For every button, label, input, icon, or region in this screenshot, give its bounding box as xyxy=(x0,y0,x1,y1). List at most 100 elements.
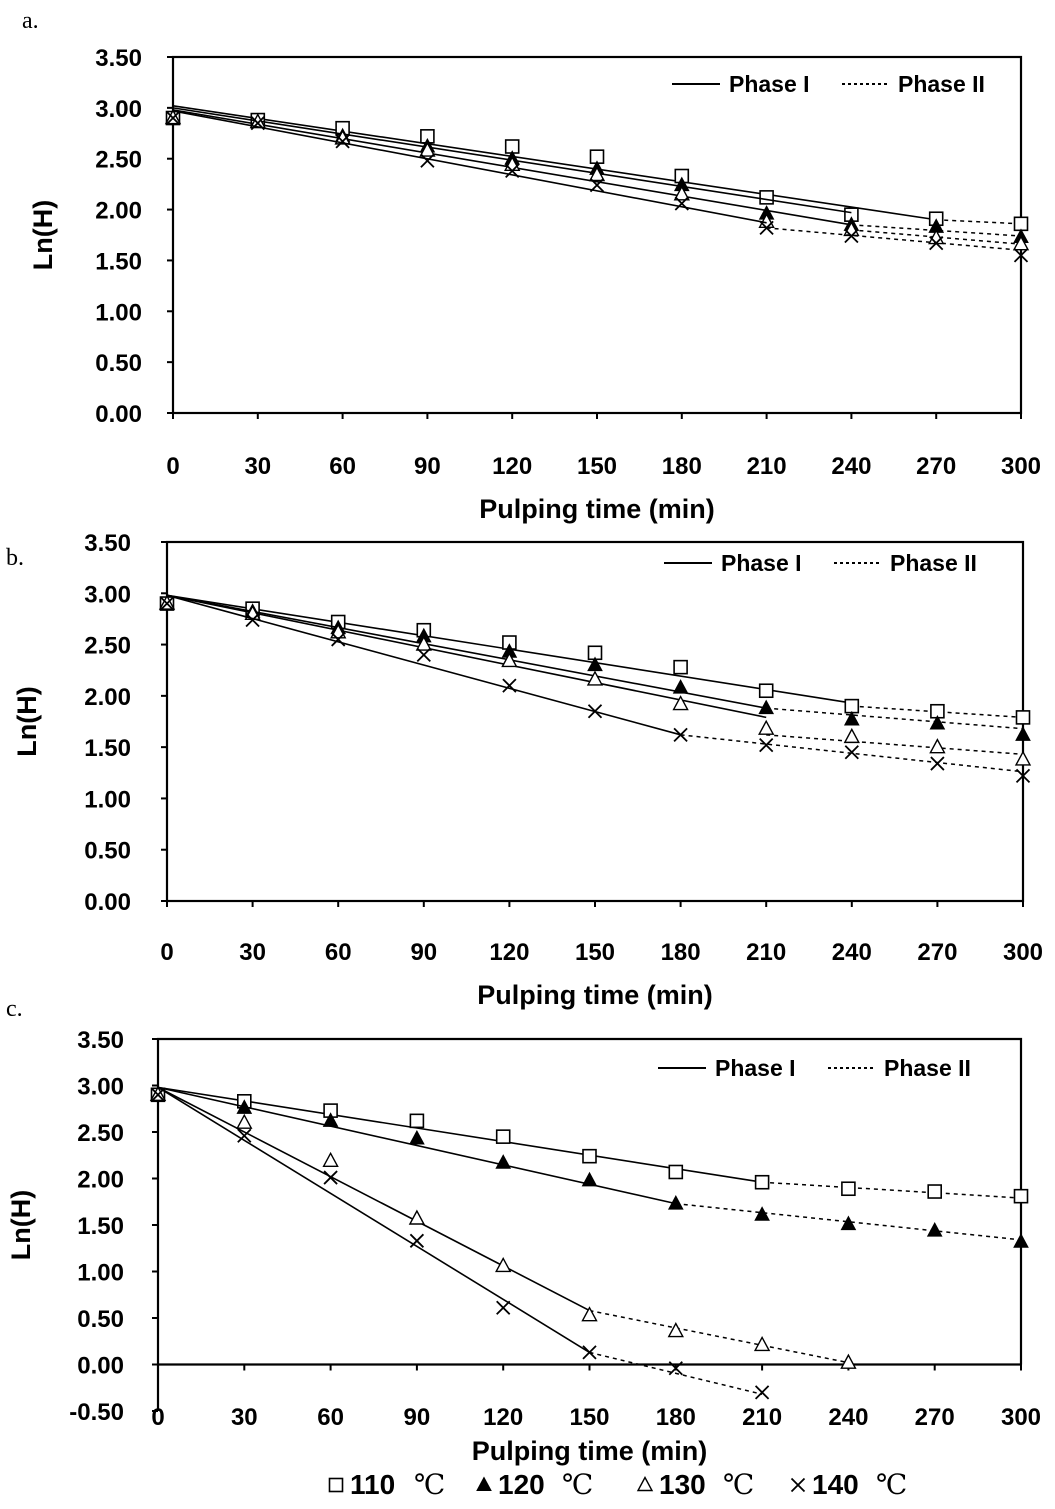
data-point xyxy=(236,1113,253,1129)
data-point xyxy=(409,1113,425,1129)
legend-unit: ℃ xyxy=(414,1468,445,1501)
legend-marker xyxy=(476,1476,492,1491)
x-tick-label: 270 xyxy=(917,939,957,966)
data-point xyxy=(759,737,774,753)
data-point xyxy=(840,1353,857,1369)
x-tick-label: 210 xyxy=(746,939,786,966)
series-140 xyxy=(150,1086,770,1400)
x-tick-label: 60 xyxy=(317,1404,344,1431)
data-point xyxy=(165,110,181,126)
temperature-legend: 110 ℃ 120 ℃ 130 ℃ 140 ℃ xyxy=(328,1468,907,1501)
x-tick-label: 90 xyxy=(414,453,441,480)
series-140 xyxy=(159,594,1031,783)
phase-legend: Phase I Phase II xyxy=(664,550,977,576)
data-point xyxy=(673,659,688,675)
plot-frame xyxy=(156,1037,1023,1411)
data-point xyxy=(1013,1233,1029,1248)
data-point xyxy=(1015,726,1031,741)
series-120 xyxy=(159,594,1031,741)
x-tick-label: 30 xyxy=(244,453,271,480)
x-axis-title: Pulping time (min) xyxy=(477,980,713,1010)
data-point xyxy=(1015,768,1031,783)
phase1-fit-line xyxy=(157,1086,590,1312)
phase1-legend-label: Phase I xyxy=(729,71,810,97)
y-tick-label: 0.00 xyxy=(84,889,131,916)
panel-label: b. xyxy=(6,545,24,571)
data-point xyxy=(926,1222,943,1237)
data-point xyxy=(672,679,689,694)
x-tick-label: 240 xyxy=(832,939,872,966)
data-point xyxy=(758,719,775,735)
phase1-fit-line xyxy=(157,1086,590,1354)
data-point xyxy=(250,115,265,131)
y-tick-label: 0.50 xyxy=(84,838,131,865)
data-point xyxy=(581,1171,598,1187)
data-point xyxy=(759,220,774,236)
data-point xyxy=(841,1181,856,1197)
data-point xyxy=(586,670,604,686)
data-point xyxy=(415,635,432,651)
data-point xyxy=(929,738,946,754)
y-tick-label: 2.00 xyxy=(84,684,131,711)
panel-label: a. xyxy=(22,8,39,34)
x-axis-title: Pulping time (min) xyxy=(479,494,715,524)
phase2-fit-line xyxy=(766,734,1024,756)
y-tick-label: 0.50 xyxy=(95,350,142,377)
x-tick-label: 210 xyxy=(742,1404,782,1431)
x-tick-label: 150 xyxy=(575,939,615,966)
y-tick-label: 1.00 xyxy=(95,299,142,326)
data-point xyxy=(245,612,260,628)
phase1-fit-line xyxy=(157,1086,676,1205)
data-point xyxy=(673,185,690,201)
data-point xyxy=(844,698,860,714)
data-point xyxy=(416,647,431,662)
legend-temperature: 120 xyxy=(498,1469,545,1500)
data-point xyxy=(668,1164,684,1180)
phase2-fit-line xyxy=(589,1351,763,1395)
y-tick-label: 2.50 xyxy=(77,1120,124,1147)
y-tick-label: 3.00 xyxy=(84,581,131,608)
phase1-fit-line xyxy=(166,594,767,709)
data-point xyxy=(505,163,520,179)
data-point xyxy=(496,1300,511,1315)
data-point xyxy=(408,1209,426,1225)
phase1-fit-line xyxy=(166,594,767,719)
phase-legend: Phase I Phase II xyxy=(658,1055,971,1081)
x-tick-label: 120 xyxy=(489,939,529,966)
y-tick-label: 3.00 xyxy=(77,1074,124,1101)
x-tick-label: 30 xyxy=(231,1404,258,1431)
data-point xyxy=(840,1215,857,1231)
data-point xyxy=(587,704,603,719)
legend-unit: ℃ xyxy=(723,1468,754,1501)
data-point xyxy=(501,652,518,668)
data-point xyxy=(1015,710,1031,725)
y-axis-title: Ln(H) xyxy=(6,1190,36,1260)
data-point xyxy=(1014,750,1032,766)
y-tick-label: 2.00 xyxy=(95,198,142,225)
plot-frame xyxy=(171,55,1023,415)
legend-unit: ℃ xyxy=(876,1468,907,1501)
phase2-fit-line xyxy=(762,1181,1022,1199)
x-tick-label: 120 xyxy=(492,453,532,480)
x-tick-label: 0 xyxy=(160,939,173,966)
legend-marker xyxy=(328,1477,344,1493)
data-point xyxy=(1012,235,1030,251)
legend-marker xyxy=(790,1477,806,1493)
data-point xyxy=(843,727,860,744)
data-point xyxy=(1013,216,1029,232)
data-point xyxy=(674,196,689,211)
data-point xyxy=(1013,1188,1029,1204)
data-point xyxy=(331,632,346,647)
panel-label: c. xyxy=(6,996,23,1022)
data-point xyxy=(844,228,859,244)
phase2-fit-line xyxy=(675,1202,1022,1241)
x-tick-label: 270 xyxy=(916,453,956,480)
data-point xyxy=(673,727,688,742)
phase2-legend-label: Phase II xyxy=(884,1055,971,1081)
legend-unit: ℃ xyxy=(562,1468,593,1501)
chart-panel-a: a. 0.00 0.50 1.00 1.50 2.00 2.50 3.00 3.50 0 30 60 9… xyxy=(22,8,1041,524)
series-140 xyxy=(165,110,1029,263)
data-point xyxy=(929,236,944,251)
data-point xyxy=(930,756,945,771)
